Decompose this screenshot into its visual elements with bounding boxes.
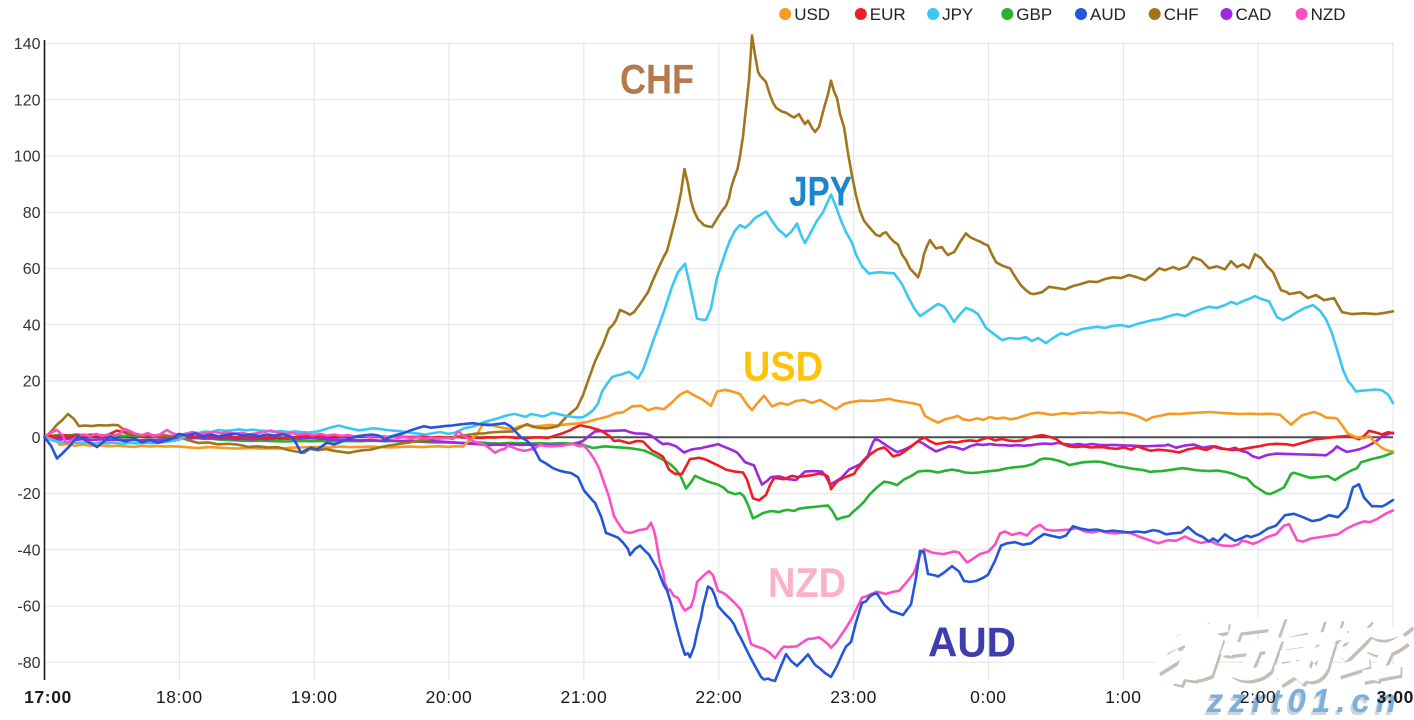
svg-text:NZD: NZD [1311, 5, 1346, 24]
svg-text:USD: USD [794, 5, 830, 24]
svg-text:40: 40 [23, 317, 41, 334]
svg-text:0:00: 0:00 [970, 687, 1006, 707]
svg-text:CHF: CHF [1164, 5, 1199, 24]
svg-text:3:00: 3:00 [1377, 687, 1414, 707]
svg-text:22:00: 22:00 [695, 687, 742, 707]
svg-text:EUR: EUR [870, 5, 906, 24]
svg-text:21:00: 21:00 [561, 687, 608, 707]
svg-text:USD: USD [743, 343, 823, 390]
svg-text:-60: -60 [17, 599, 40, 616]
svg-text:CAD: CAD [1236, 5, 1272, 24]
svg-text:zzrt01.cn: zzrt01.cn [1204, 685, 1400, 715]
svg-text:AUD: AUD [928, 619, 1016, 666]
svg-text:60: 60 [23, 261, 41, 278]
svg-text:140: 140 [14, 36, 41, 53]
svg-text:100: 100 [14, 149, 41, 166]
svg-text:JPY: JPY [789, 168, 852, 215]
svg-text:AUD: AUD [1090, 5, 1126, 24]
svg-text:JPY: JPY [942, 5, 973, 24]
svg-text:-20: -20 [17, 486, 40, 503]
svg-text:120: 120 [14, 92, 41, 109]
svg-text:GBP: GBP [1016, 5, 1052, 24]
svg-text:2:00: 2:00 [1240, 687, 1276, 707]
svg-text:CHF: CHF [620, 56, 694, 103]
svg-text:-40: -40 [17, 542, 40, 559]
svg-text:zzrt01.cn: zzrt01.cn [1206, 682, 1402, 715]
svg-text:20: 20 [23, 374, 41, 391]
svg-text:18:00: 18:00 [156, 687, 203, 707]
svg-text:-80: -80 [17, 655, 40, 672]
svg-text:1:00: 1:00 [1105, 687, 1141, 707]
svg-text:80: 80 [23, 205, 41, 222]
svg-text:0: 0 [32, 430, 41, 447]
svg-text:19:00: 19:00 [291, 687, 338, 707]
svg-text:20:00: 20:00 [426, 687, 473, 707]
svg-text:NZD: NZD [768, 559, 846, 606]
svg-text:17:00: 17:00 [24, 687, 72, 707]
svg-text:23:00: 23:00 [830, 687, 877, 707]
